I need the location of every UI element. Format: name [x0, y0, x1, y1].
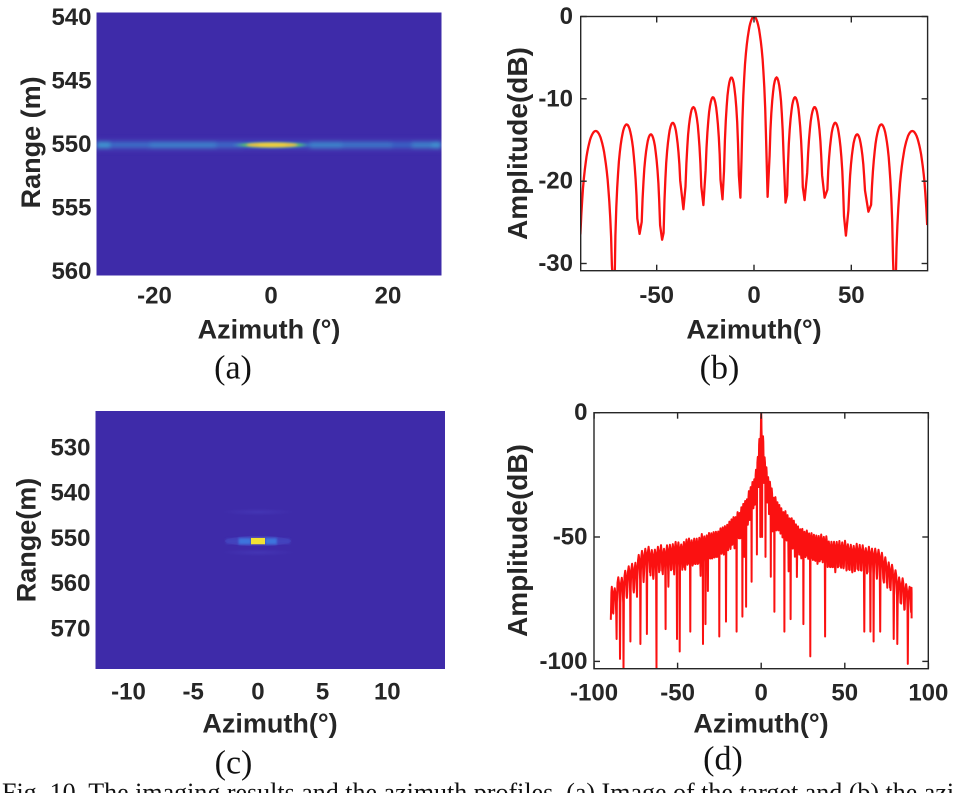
svg-text:0: 0	[560, 3, 573, 30]
svg-text:-50: -50	[639, 282, 674, 309]
svg-text:100: 100	[908, 680, 948, 707]
svg-text:(c): (c)	[215, 744, 253, 781]
svg-text:-20: -20	[538, 168, 573, 195]
svg-text:50: 50	[838, 282, 865, 309]
svg-text:(d): (d)	[703, 741, 743, 778]
svg-text:(a): (a)	[214, 350, 252, 387]
svg-text:540: 540	[51, 4, 91, 31]
svg-text:555: 555	[51, 195, 91, 222]
svg-text:Amplitude(dB): Amplitude(dB)	[502, 444, 533, 637]
svg-text:Azimuth (°): Azimuth (°)	[198, 314, 341, 344]
svg-text:0: 0	[574, 399, 587, 426]
svg-text:-20: -20	[137, 283, 172, 310]
svg-text:0: 0	[251, 679, 264, 706]
svg-text:-100: -100	[570, 680, 618, 707]
svg-text:10: 10	[374, 679, 401, 706]
svg-text:570: 570	[50, 615, 90, 642]
svg-text:-5: -5	[183, 679, 204, 706]
svg-text:Range (m): Range (m)	[16, 76, 46, 208]
svg-text:Azimuth(°): Azimuth(°)	[693, 709, 828, 739]
svg-text:Azimuth(°): Azimuth(°)	[202, 709, 337, 739]
svg-text:-30: -30	[538, 250, 573, 277]
svg-text:560: 560	[50, 570, 90, 597]
svg-text:Azimuth(°): Azimuth(°)	[686, 314, 821, 344]
svg-text:-10: -10	[538, 85, 573, 112]
svg-text:Amplitude(dB): Amplitude(dB)	[502, 47, 533, 240]
svg-text:-100: -100	[539, 648, 587, 675]
svg-text:0: 0	[747, 282, 760, 309]
svg-text:530: 530	[50, 435, 90, 462]
svg-text:(b): (b)	[700, 350, 740, 387]
svg-text:550: 550	[51, 131, 91, 158]
svg-text:Range(m): Range(m)	[12, 478, 42, 603]
svg-text:0: 0	[264, 283, 277, 310]
svg-text:-50: -50	[660, 680, 695, 707]
svg-text:540: 540	[50, 480, 90, 507]
svg-text:5: 5	[316, 679, 329, 706]
svg-text:-50: -50	[553, 524, 588, 551]
svg-text:545: 545	[51, 68, 91, 95]
svg-text:50: 50	[831, 680, 858, 707]
svg-text:-10: -10	[111, 679, 146, 706]
svg-text:0: 0	[755, 680, 768, 707]
svg-text:550: 550	[50, 525, 90, 552]
svg-text:560: 560	[51, 258, 91, 285]
svg-text:20: 20	[375, 283, 402, 310]
